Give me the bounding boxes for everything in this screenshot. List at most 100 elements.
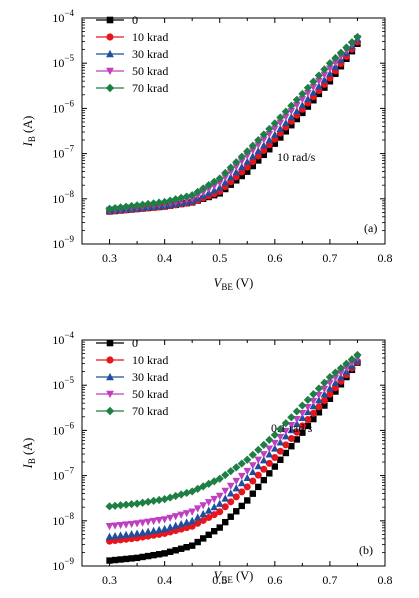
data-point bbox=[309, 409, 317, 417]
data-point bbox=[237, 479, 246, 487]
x-tick-label: 0.6 bbox=[267, 573, 282, 587]
data-point bbox=[303, 83, 312, 92]
data-point bbox=[210, 495, 219, 504]
data-point bbox=[193, 513, 202, 521]
y-tick-exponent: −7 bbox=[64, 466, 74, 476]
legend-label: 10 krad bbox=[132, 353, 168, 367]
data-point bbox=[277, 134, 284, 141]
data-point bbox=[238, 168, 246, 176]
data-point bbox=[199, 509, 207, 518]
data-point bbox=[271, 444, 279, 452]
data-point bbox=[287, 435, 295, 443]
data-point bbox=[276, 124, 285, 132]
data-point bbox=[193, 192, 202, 200]
data-point bbox=[149, 517, 158, 526]
y-tick-exponent: −5 bbox=[64, 53, 74, 63]
data-point bbox=[320, 390, 329, 398]
data-point bbox=[211, 527, 218, 535]
data-point bbox=[332, 388, 339, 395]
rate-annotation: 10 rad/s bbox=[277, 150, 316, 164]
data-point bbox=[254, 152, 262, 160]
data-point bbox=[194, 538, 201, 546]
data-point bbox=[248, 152, 257, 160]
data-point bbox=[155, 495, 164, 505]
data-point bbox=[287, 413, 296, 422]
data-point bbox=[210, 511, 218, 519]
data-point bbox=[139, 553, 146, 561]
y-tick-base: 10 bbox=[52, 101, 64, 115]
data-point bbox=[110, 203, 120, 213]
legend-marker bbox=[106, 339, 114, 347]
y-tick-exponent: −8 bbox=[64, 511, 74, 521]
data-point bbox=[276, 119, 285, 127]
data-point bbox=[105, 502, 114, 511]
data-point bbox=[128, 555, 135, 562]
data-point bbox=[254, 462, 263, 470]
data-point bbox=[149, 526, 158, 534]
data-point bbox=[353, 32, 362, 42]
data-point bbox=[248, 147, 257, 155]
y-tick-label: 10−4 bbox=[52, 8, 74, 25]
data-point bbox=[288, 443, 295, 450]
x-tick-label: 0.4 bbox=[157, 573, 172, 587]
data-point bbox=[259, 440, 268, 449]
data-point bbox=[204, 506, 213, 514]
x-tick-label: 0.5 bbox=[212, 251, 227, 265]
data-point bbox=[271, 454, 279, 462]
data-point bbox=[144, 518, 152, 526]
data-point bbox=[276, 424, 285, 434]
data-point bbox=[232, 158, 241, 167]
data-point bbox=[293, 102, 301, 110]
y-tick-base: 10 bbox=[52, 559, 64, 573]
data-point bbox=[177, 511, 185, 519]
y-tick-exponent: −7 bbox=[64, 144, 74, 154]
y-tick-base: 10 bbox=[52, 147, 64, 161]
data-point bbox=[216, 508, 224, 516]
y-axis-title-main: I bbox=[21, 141, 35, 147]
data-point bbox=[260, 151, 267, 159]
data-point bbox=[199, 502, 207, 510]
data-point bbox=[138, 519, 147, 527]
data-point bbox=[282, 449, 290, 457]
data-point bbox=[243, 483, 251, 491]
data-point bbox=[288, 122, 295, 129]
y-axis-title-unit: (A) bbox=[21, 438, 35, 458]
data-point bbox=[315, 82, 323, 90]
y-tick-exponent: −6 bbox=[64, 420, 74, 430]
data-point bbox=[244, 497, 251, 504]
data-point bbox=[277, 456, 284, 463]
data-point bbox=[226, 482, 235, 490]
data-point bbox=[276, 447, 284, 455]
y-axis-title-sub: B bbox=[27, 458, 37, 464]
data-point bbox=[336, 364, 346, 373]
data-point bbox=[138, 200, 147, 209]
data-point bbox=[216, 524, 223, 531]
x-tick-label: 0.8 bbox=[378, 573, 393, 587]
data-point bbox=[204, 181, 213, 190]
y-tick-exponent: −9 bbox=[64, 556, 74, 566]
data-point bbox=[298, 401, 307, 410]
data-point bbox=[287, 101, 296, 110]
legend-marker bbox=[106, 16, 114, 24]
y-tick-label: 10−6 bbox=[52, 420, 74, 437]
data-point bbox=[270, 119, 279, 128]
data-point bbox=[265, 450, 274, 458]
data-point bbox=[287, 112, 296, 121]
y-tick-label: 10−5 bbox=[52, 375, 74, 392]
x-tick-label: 0.3 bbox=[102, 573, 117, 587]
data-point bbox=[249, 490, 256, 497]
data-point bbox=[155, 525, 163, 534]
data-point bbox=[177, 545, 185, 552]
data-point bbox=[221, 503, 229, 511]
data-point bbox=[293, 419, 301, 428]
data-point bbox=[243, 473, 252, 482]
y-tick-label: 10−9 bbox=[52, 556, 74, 573]
data-point bbox=[347, 38, 357, 47]
data-point bbox=[265, 130, 274, 139]
data-point bbox=[132, 499, 142, 508]
data-point bbox=[281, 107, 290, 116]
data-point bbox=[315, 396, 323, 404]
data-point bbox=[255, 483, 262, 491]
data-point bbox=[254, 136, 263, 145]
data-point bbox=[215, 174, 224, 183]
